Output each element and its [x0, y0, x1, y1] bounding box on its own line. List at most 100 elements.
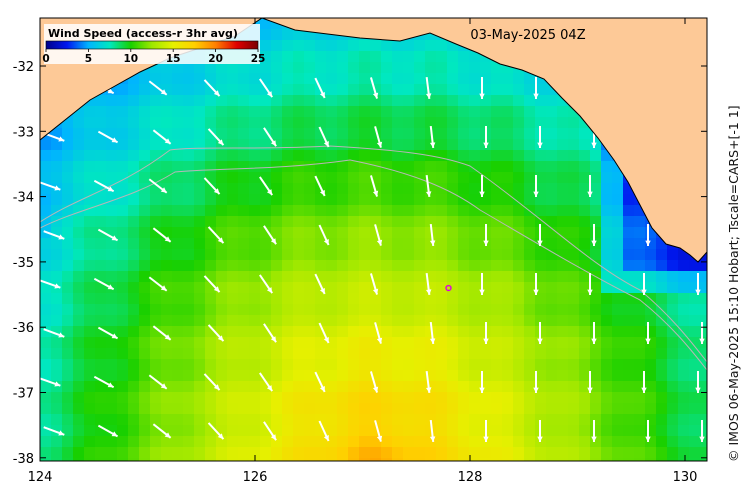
- wind-cell: [194, 150, 206, 162]
- wind-cell: [106, 150, 118, 162]
- wind-cell: [139, 84, 151, 96]
- wind-cell: [95, 249, 107, 261]
- wind-cell: [557, 282, 569, 294]
- wind-cell: [381, 436, 393, 448]
- wind-cell: [51, 293, 63, 305]
- wind-arrow: [203, 275, 221, 293]
- wind-cell: [249, 414, 261, 426]
- wind-cell: [480, 150, 492, 162]
- wind-cell: [271, 326, 283, 338]
- wind-cell: [172, 95, 184, 107]
- wind-cell: [161, 271, 173, 283]
- wind-cell: [260, 139, 272, 151]
- wind-cell: [634, 271, 646, 283]
- wind-cell: [128, 458, 140, 461]
- wind-cell: [359, 381, 371, 393]
- wind-cell: [590, 304, 602, 316]
- wind-cell: [381, 139, 393, 151]
- wind-cell: [590, 161, 602, 173]
- wind-cell: [84, 172, 96, 184]
- wind-cell: [359, 425, 371, 437]
- wind-cell: [403, 260, 415, 272]
- wind-cell: [106, 271, 118, 283]
- wind-cell: [392, 117, 404, 129]
- wind-cell: [271, 40, 283, 52]
- wind-cell: [623, 436, 635, 448]
- wind-cell: [40, 205, 52, 217]
- wind-cell: [414, 458, 426, 461]
- wind-cell: [84, 139, 96, 151]
- wind-cell: [348, 282, 360, 294]
- wind-cell: [491, 370, 503, 382]
- wind-cell: [293, 359, 305, 371]
- wind-cell: [502, 238, 514, 250]
- wind-arrow: [314, 175, 326, 197]
- wind-cell: [513, 315, 525, 327]
- wind-cell: [62, 282, 74, 294]
- wind-arrow: [587, 175, 593, 197]
- wind-cell: [513, 106, 525, 118]
- wind-cell: [62, 348, 74, 360]
- wind-cell: [436, 95, 448, 107]
- wind-cell: [546, 84, 558, 96]
- wind-cell: [623, 205, 635, 217]
- wind-cell: [557, 117, 569, 129]
- wind-cell: [480, 249, 492, 261]
- wind-cell: [150, 458, 162, 461]
- wind-cell: [447, 117, 459, 129]
- wind-cell: [491, 161, 503, 173]
- wind-cell: [128, 238, 140, 250]
- wind-cell: [359, 183, 371, 195]
- wind-cell: [337, 436, 349, 448]
- wind-cell: [315, 403, 327, 415]
- wind-cell: [392, 271, 404, 283]
- wind-cell: [84, 381, 96, 393]
- wind-cell: [568, 183, 580, 195]
- wind-cell: [260, 150, 272, 162]
- wind-cell: [84, 183, 96, 195]
- wind-cell: [117, 381, 129, 393]
- wind-cell: [315, 106, 327, 118]
- wind-cell: [106, 403, 118, 415]
- wind-cell: [414, 304, 426, 316]
- wind-cell: [249, 447, 261, 459]
- wind-cell: [128, 84, 140, 96]
- wind-cell: [260, 216, 272, 228]
- wind-cell: [689, 381, 701, 393]
- wind-cell: [128, 337, 140, 349]
- wind-cell: [227, 227, 239, 239]
- wind-cell: [348, 128, 360, 140]
- wind-cell: [557, 447, 569, 459]
- wind-cell: [502, 84, 514, 96]
- wind-cell: [480, 359, 492, 371]
- wind-cell: [425, 260, 437, 272]
- wind-cell: [612, 172, 624, 184]
- wind-cell: [95, 238, 107, 250]
- wind-cell: [546, 106, 558, 118]
- wind-cell: [414, 381, 426, 393]
- wind-cell: [227, 392, 239, 404]
- wind-cell: [491, 260, 503, 272]
- wind-cell: [458, 62, 470, 74]
- wind-cell: [282, 216, 294, 228]
- wind-cell: [205, 194, 217, 206]
- wind-cell: [326, 172, 338, 184]
- wind-cell: [645, 381, 657, 393]
- wind-cell: [480, 117, 492, 129]
- wind-cell: [513, 425, 525, 437]
- wind-cell: [414, 172, 426, 184]
- wind-cell: [183, 337, 195, 349]
- wind-cell: [601, 227, 613, 239]
- wind-cell: [425, 194, 437, 206]
- wind-cell: [238, 194, 250, 206]
- wind-cell: [326, 271, 338, 283]
- wind-cell: [84, 403, 96, 415]
- wind-cell: [106, 95, 118, 107]
- wind-arrow: [371, 469, 378, 490]
- wind-cell: [491, 282, 503, 294]
- wind-cell: [656, 425, 668, 437]
- wind-cell: [436, 194, 448, 206]
- wind-cell: [425, 447, 437, 459]
- wind-cell: [84, 106, 96, 118]
- wind-cell: [381, 337, 393, 349]
